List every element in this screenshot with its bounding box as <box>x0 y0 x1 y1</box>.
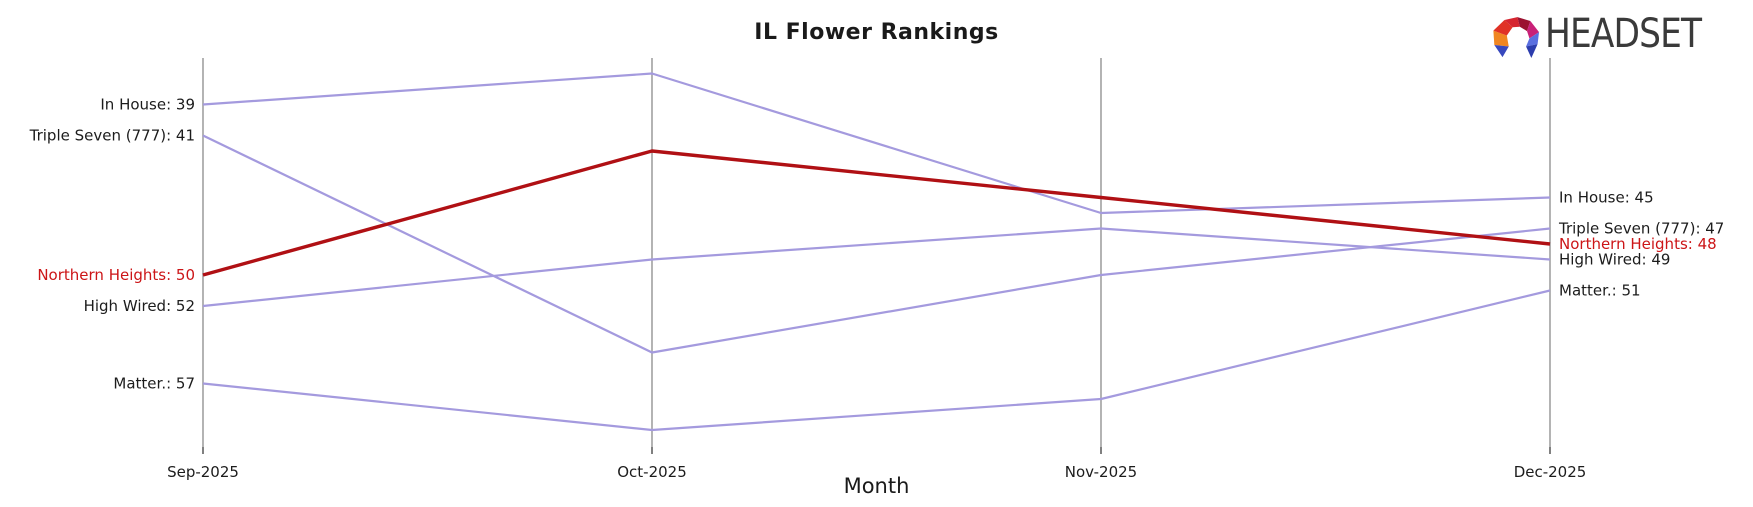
series-right-label: Triple Seven (777): 47 <box>1558 220 1724 238</box>
series-left-label: Northern Heights: 50 <box>37 266 195 284</box>
headset-logo: HEADSET <box>1490 8 1727 60</box>
series-right-label: High Wired: 49 <box>1559 251 1670 269</box>
x-tick-label: Nov-2025 <box>1065 463 1137 481</box>
series-left-label: In House: 39 <box>100 96 195 114</box>
series-line-northern-heights[interactable] <box>202 149 1551 277</box>
x-axis-title: Month <box>843 474 910 498</box>
headset-logo-icon <box>1493 17 1540 59</box>
x-tick-label: Dec-2025 <box>1514 463 1587 481</box>
series-right-label: Matter.: 51 <box>1559 282 1641 300</box>
series-line-in-house[interactable] <box>202 72 1551 215</box>
headset-logo-text: HEADSET <box>1545 11 1702 57</box>
series-right-label: Northern Heights: 48 <box>1559 235 1717 253</box>
chart-title: IL Flower Rankings <box>754 20 999 45</box>
series-left-label: Triple Seven (777): 41 <box>29 127 195 145</box>
series-line-triple-seven-777-[interactable] <box>202 134 1551 354</box>
x-tick-label: Sep-2025 <box>167 463 239 481</box>
series-left-label: High Wired: 52 <box>84 297 195 315</box>
series-line-matter-[interactable] <box>202 289 1551 432</box>
x-tick-label: Oct-2025 <box>617 463 687 481</box>
series-right-label: In House: 45 <box>1559 189 1654 207</box>
series-line-high-wired[interactable] <box>202 227 1551 308</box>
series-left-label: Matter.: 57 <box>113 375 195 393</box>
